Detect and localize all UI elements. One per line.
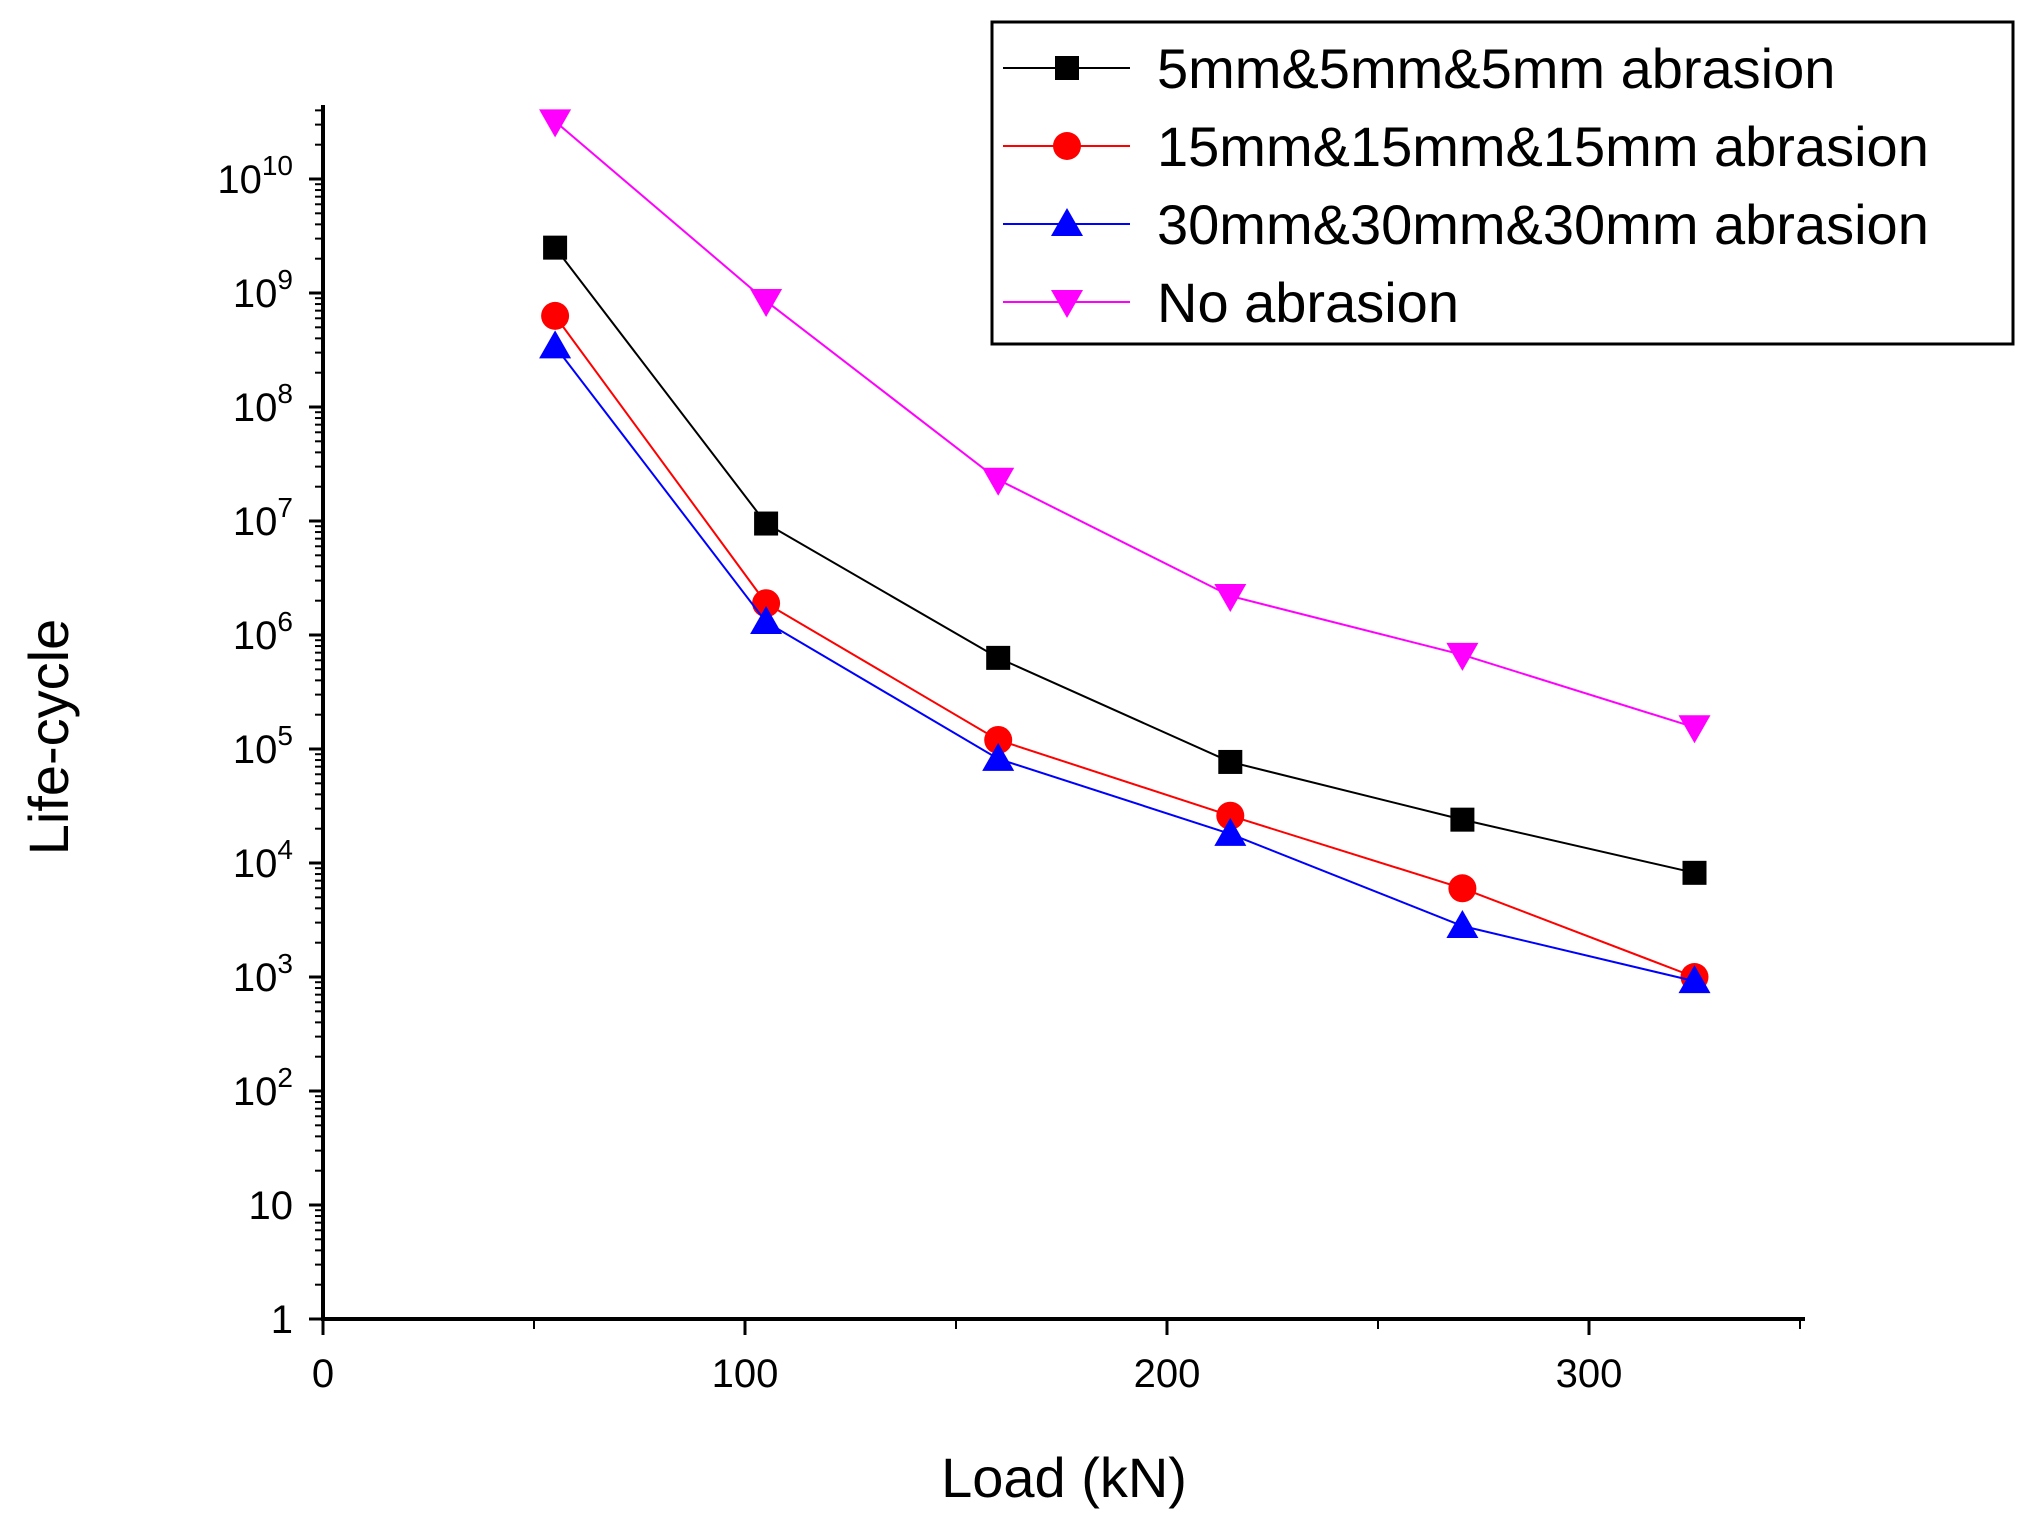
x-axis-title: Load (kN)	[941, 1446, 1187, 1509]
legend-marker	[1053, 132, 1081, 160]
y-tick-label-exponent: 9	[277, 264, 293, 295]
plot-area	[539, 109, 1711, 994]
y-tick-label: 102	[233, 1062, 293, 1114]
x-tick-label: 100	[712, 1352, 779, 1396]
data-point	[982, 467, 1015, 496]
data-point	[752, 589, 781, 618]
legend-label: 15mm&15mm&15mm abrasion	[1157, 115, 1929, 178]
series-line	[554, 247, 1695, 874]
y-tick-label-exponent: 7	[277, 492, 293, 523]
data-point	[754, 511, 779, 536]
data-point	[1678, 715, 1711, 744]
series-line	[554, 120, 1695, 729]
legend-marker	[1051, 208, 1083, 236]
y-tick-label: 109	[233, 264, 293, 316]
y-tick-label-base: 10	[233, 614, 278, 658]
y-tick-label: 105	[233, 720, 293, 772]
data-point	[1214, 817, 1247, 846]
data-point	[750, 606, 783, 635]
series-4	[539, 109, 1711, 744]
x-tick-label: 200	[1134, 1352, 1201, 1396]
y-tick-label-base: 10	[249, 1184, 294, 1228]
data-point	[1678, 965, 1711, 994]
legend-entry: 5mm&5mm&5mm abrasion	[1003, 37, 1835, 100]
y-tick-label-base: 10	[233, 956, 278, 1000]
data-point	[1448, 874, 1477, 903]
data-point	[1446, 642, 1479, 671]
data-point	[750, 289, 783, 318]
y-tick-label: 10	[249, 1184, 294, 1228]
y-tick-label-base: 10	[233, 1070, 278, 1114]
y-tick-label-base: 10	[233, 272, 278, 316]
data-point	[1446, 910, 1479, 939]
data-point	[1216, 801, 1245, 830]
y-tick-label-exponent: 3	[277, 948, 293, 979]
data-point	[541, 301, 570, 330]
y-tick-label: 108	[233, 378, 293, 430]
y-tick-label-base: 10	[217, 158, 262, 202]
data-point	[543, 235, 568, 260]
y-tick-label: 107	[233, 492, 293, 544]
y-tick-label-exponent: 6	[277, 606, 293, 637]
legend-label: 5mm&5mm&5mm abrasion	[1157, 37, 1835, 100]
y-tick-label-exponent: 4	[277, 834, 293, 865]
y-tick-label-exponent: 2	[277, 1062, 293, 1093]
data-point	[984, 725, 1013, 754]
legend-marker	[1055, 56, 1079, 80]
series-line	[554, 345, 1695, 983]
legend-entry: 30mm&30mm&30mm abrasion	[1003, 193, 1929, 256]
legend-box	[990, 20, 2015, 346]
legend-entry: 15mm&15mm&15mm abrasion	[1003, 115, 1929, 178]
data-point	[1450, 807, 1475, 832]
y-tick-label-base: 10	[233, 728, 278, 772]
legend-entry: No abrasion	[1003, 271, 1459, 334]
x-tick-label: 0	[312, 1352, 334, 1396]
data-point	[1218, 749, 1243, 774]
y-tick-label-base: 1	[271, 1298, 293, 1342]
legend-marker	[1051, 290, 1083, 318]
legend: 5mm&5mm&5mm abrasion 15mm&15mm&15mm abras…	[990, 20, 2015, 346]
y-tick-label: 1	[271, 1298, 293, 1342]
y-tick-label-base: 10	[233, 842, 278, 886]
data-point	[539, 109, 572, 138]
y-tick-label: 106	[233, 606, 293, 658]
data-point	[1214, 583, 1247, 612]
y-tick-label: 1010	[217, 150, 293, 202]
series-line	[554, 315, 1695, 978]
series-2	[541, 301, 1709, 991]
data-point	[986, 645, 1011, 670]
data-point	[1682, 860, 1707, 885]
data-point	[539, 330, 572, 359]
y-tick-label-base: 10	[233, 386, 278, 430]
y-tick-label-exponent: 5	[277, 720, 293, 751]
legend-label: No abrasion	[1157, 271, 1459, 334]
legend-label: 30mm&30mm&30mm abrasion	[1157, 193, 1929, 256]
y-tick-label-base: 10	[233, 500, 278, 544]
x-ticks: 0 100 200 300	[312, 1319, 1801, 1396]
x-tick-label: 300	[1556, 1352, 1623, 1396]
y-tick-label-exponent: 8	[277, 378, 293, 409]
series-3	[539, 330, 1711, 994]
y-tick-label-exponent: 10	[262, 150, 293, 181]
y-tick-label: 104	[233, 834, 293, 886]
y-axis-title: Life-cycle	[17, 619, 80, 856]
y-tick-label: 103	[233, 948, 293, 1000]
series-1	[543, 235, 1707, 885]
data-point	[982, 742, 1015, 771]
